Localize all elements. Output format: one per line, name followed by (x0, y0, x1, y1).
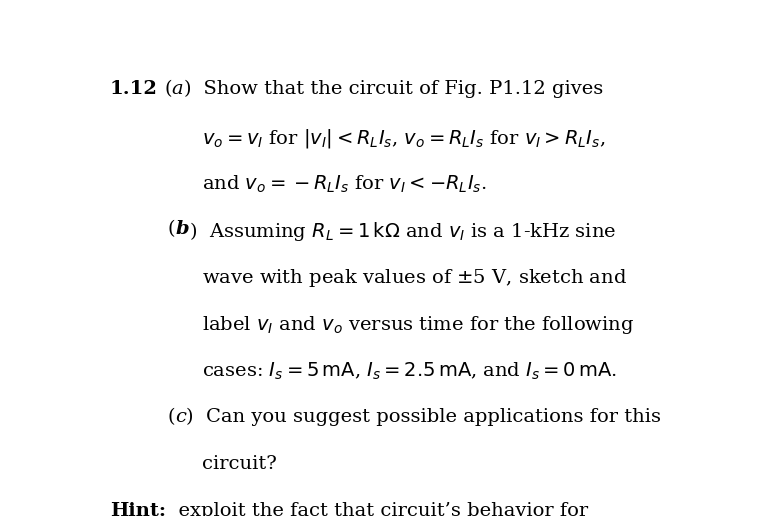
Text: circuit?: circuit? (202, 455, 276, 473)
Text: cases: $I_s = 5\,\mathrm{mA}$, $I_s = 2.5\,\mathrm{mA}$, and $I_s = 0\,\mathrm{m: cases: $I_s = 5\,\mathrm{mA}$, $I_s = 2.… (202, 361, 617, 382)
Text: )  Assuming $R_L = 1\,\mathrm{k\Omega}$ and $v_I$ is a 1-kHz sine: ) Assuming $R_L = 1\,\mathrm{k\Omega}$ a… (189, 220, 616, 244)
Text: (: ( (164, 80, 172, 98)
Text: (: ( (167, 408, 175, 426)
Text: b: b (175, 220, 189, 238)
Text: (: ( (167, 220, 175, 238)
Text: a: a (172, 80, 183, 98)
Text: c: c (175, 408, 186, 426)
Text: wave with peak values of $\pm$5 V, sketch and: wave with peak values of $\pm$5 V, sketc… (202, 267, 627, 289)
Text: and $v_o = -R_LI_s$ for $v_I < -R_LI_s$.: and $v_o = -R_LI_s$ for $v_I < -R_LI_s$. (202, 173, 487, 195)
Text: ): ) (183, 80, 191, 98)
Text: Hint:: Hint: (110, 502, 166, 516)
Text: label $v_I$ and $v_o$ versus time for the following: label $v_I$ and $v_o$ versus time for th… (202, 314, 634, 336)
Text: )  Can you suggest possible applications for this: ) Can you suggest possible applications … (186, 408, 661, 426)
Text: Show that the circuit of Fig. P1.12 gives: Show that the circuit of Fig. P1.12 give… (191, 80, 603, 98)
Text: $v_o = v_I$ for $|v_I| < R_LI_s$, $v_o = R_LI_s$ for $v_I > R_LI_s$,: $v_o = v_I$ for $|v_I| < R_LI_s$, $v_o =… (202, 127, 605, 150)
Text: exploit the fact that circuit’s behavior for: exploit the fact that circuit’s behavior… (166, 502, 588, 516)
Text: 1.12: 1.12 (110, 80, 158, 98)
